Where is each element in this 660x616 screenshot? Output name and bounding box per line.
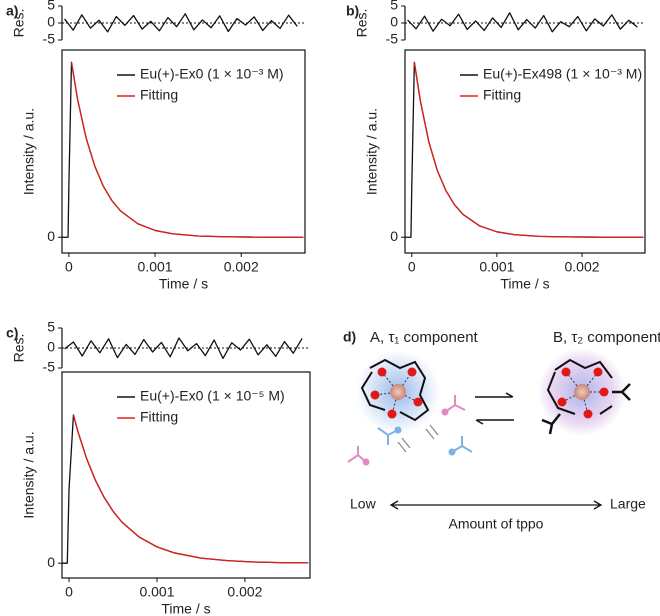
x-axis-label: Time / s xyxy=(161,601,210,616)
x-tick-label: 0.001 xyxy=(138,259,173,275)
complex-b xyxy=(538,348,631,436)
y-tick-label: 0 xyxy=(47,228,55,244)
x-axis-label: Time / s xyxy=(500,276,549,292)
y-tick-label: -5 xyxy=(386,31,399,47)
series-line xyxy=(407,12,638,33)
plot-frame xyxy=(61,49,306,254)
x-tick-label: 0 xyxy=(65,584,73,600)
y-tick-label: -5 xyxy=(43,31,56,47)
y-axis-label: Intensity / a.u. xyxy=(21,108,37,195)
series-line xyxy=(72,414,309,564)
legend-label: Eu(+)-Ex0 (1 × 10⁻⁵ M) xyxy=(140,388,285,404)
chart: 00 0.001 0.002 Time / s Intensity / a.u. Eu(+… xyxy=(21,49,306,292)
legend-label: Eu(+)-Ex498 (1 × 10⁻³ M) xyxy=(483,66,642,82)
series-line xyxy=(413,62,644,238)
y-axis-label: Intensity / a.u. xyxy=(21,431,37,518)
x-tick-label: 0 xyxy=(408,259,416,275)
complex-a xyxy=(347,350,473,466)
panel-label: a) xyxy=(6,3,18,19)
panel-label: b) xyxy=(346,3,359,19)
diagram: d) A, τ₁ component B, τ₂ component xyxy=(343,329,660,532)
y-tick-label: 5 xyxy=(47,0,55,13)
chart: 00 0.001 0.002 Time / s Intensity / a.u. Eu(+… xyxy=(21,371,311,616)
x-tick-label: 0.002 xyxy=(564,259,599,275)
legend-label: Fitting xyxy=(140,409,178,425)
state-a-title: A, τ₁ component xyxy=(370,329,479,346)
plot-frame xyxy=(61,371,311,579)
y-axis-label: Res. xyxy=(11,334,27,363)
chart: -5 0 5 Res.c) xyxy=(6,319,310,375)
series-line xyxy=(64,337,303,360)
chart: 00 0.001 0.002 Time / s Intensity / a.u. Eu(+… xyxy=(364,49,646,292)
panel-label: d) xyxy=(343,329,356,345)
series-line xyxy=(62,61,304,238)
x-tick-label: 0.002 xyxy=(227,584,262,600)
axis-label: Amount of tppo xyxy=(449,516,544,532)
x-tick-label: 0.001 xyxy=(139,584,174,600)
axis-high: Large xyxy=(610,496,646,512)
x-tick-label: 0.001 xyxy=(479,259,514,275)
equilibrium-arrows xyxy=(475,392,514,425)
plot-frame xyxy=(404,49,646,254)
x-tick-label: 0 xyxy=(65,259,73,275)
y-tick-label: 0 xyxy=(47,339,55,355)
state-b-title: B, τ₂ component xyxy=(553,329,660,346)
y-axis-label: Res. xyxy=(11,9,27,38)
y-axis-label: Res. xyxy=(354,9,370,38)
y-tick-label: 0 xyxy=(47,554,55,570)
y-tick-label: 0 xyxy=(47,14,55,30)
y-axis-label: Intensity / a.u. xyxy=(364,108,380,195)
chart: -505 Res.a) xyxy=(6,0,305,47)
axis-low: Low xyxy=(350,496,377,512)
y-tick-label: 5 xyxy=(47,319,55,335)
legend-label: Fitting xyxy=(483,87,521,103)
chart: -505 Res.b) xyxy=(346,0,645,47)
x-tick-label: 0.002 xyxy=(224,259,259,275)
y-tick-label: 0 xyxy=(390,14,398,30)
y-tick-label: 0 xyxy=(390,228,398,244)
legend-label: Eu(+)-Ex0 (1 × 10⁻³ M) xyxy=(140,66,284,82)
panel-label: c) xyxy=(6,325,18,341)
amount-axis xyxy=(389,500,603,510)
series-line xyxy=(62,414,309,564)
y-tick-label: 5 xyxy=(390,0,398,13)
series-line xyxy=(405,61,644,238)
x-axis-label: Time / s xyxy=(159,276,208,292)
series-line xyxy=(64,13,298,33)
series-line xyxy=(70,62,304,238)
legend-label: Fitting xyxy=(140,87,178,103)
y-tick-label: -5 xyxy=(43,359,56,375)
